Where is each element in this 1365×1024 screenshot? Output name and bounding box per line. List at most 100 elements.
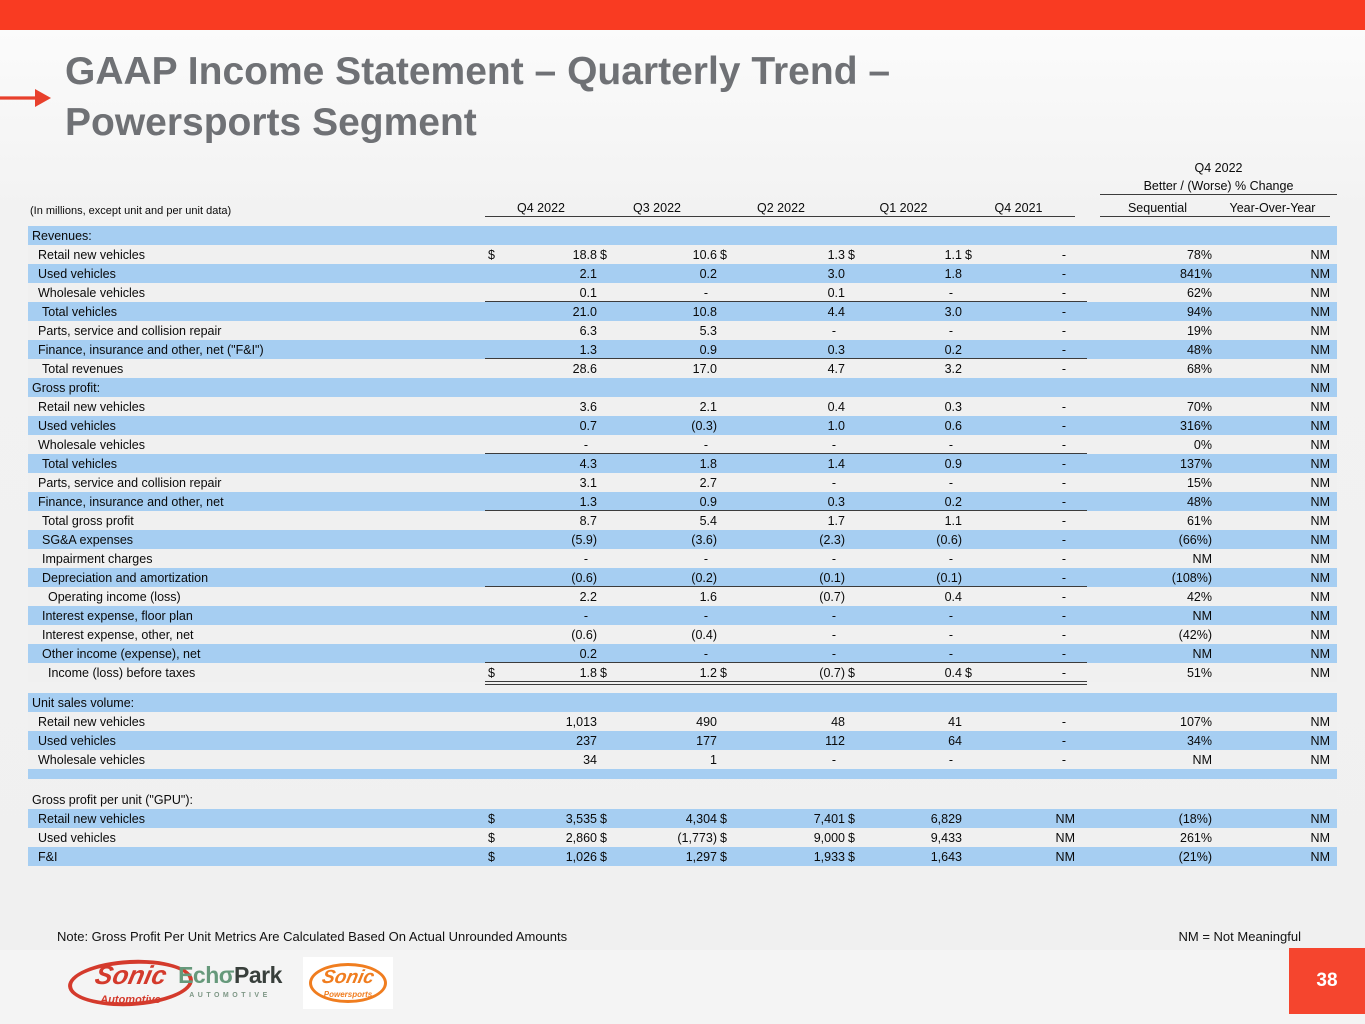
echopark-logo-text: EchσPark bbox=[178, 962, 282, 988]
row-label: Retail new vehicles bbox=[38, 399, 145, 414]
cell-value: (0.1) bbox=[819, 570, 845, 585]
table-row: Other income (expense), net 0.2 - - - - NM NM bbox=[28, 644, 1337, 663]
cell-value: - bbox=[948, 475, 953, 490]
table-section-row: Gross profit: NM bbox=[28, 378, 1337, 397]
cell-sequential: 94% bbox=[1186, 304, 1212, 319]
cell-value: 0.2 bbox=[699, 266, 717, 281]
cell-value: - bbox=[831, 627, 836, 642]
row-label: Other income (expense), net bbox=[42, 646, 201, 661]
cell-value: (0.2) bbox=[691, 570, 717, 585]
title-arrow-icon bbox=[0, 89, 51, 107]
cell-value: 21.0 bbox=[572, 304, 597, 319]
cell-value: 18.8 bbox=[572, 247, 597, 262]
col-header-q4-2021: Q4 2021 bbox=[962, 201, 1075, 217]
cell-year-over-year: NM bbox=[1310, 551, 1330, 566]
cell-value: 41 bbox=[948, 714, 962, 729]
table-row: Retail new vehicles 3.6 2.1 0.4 0.3 - 70% NM bbox=[28, 397, 1337, 416]
cell-value: (3.6) bbox=[691, 532, 717, 547]
row-label: Wholesale vehicles bbox=[38, 437, 145, 452]
cell-value: (0.3) bbox=[691, 418, 717, 433]
col-header-q1-2022: Q1 2022 bbox=[845, 201, 962, 217]
cell-value: 1.8 bbox=[944, 266, 962, 281]
cell-sequential: NM bbox=[1192, 608, 1212, 623]
cell-value: (2.3) bbox=[819, 532, 845, 547]
cell-value: (0.6) bbox=[936, 532, 962, 547]
cell-year-over-year: NM bbox=[1310, 342, 1330, 357]
col-header-q2-2022: Q2 2022 bbox=[717, 201, 845, 217]
cell-year-over-year: NM bbox=[1310, 513, 1330, 528]
currency-symbol: $ bbox=[488, 830, 495, 845]
row-label: Interest expense, floor plan bbox=[42, 608, 193, 623]
cell-sequential: 0% bbox=[1193, 437, 1212, 452]
cell-value: 1 bbox=[710, 752, 717, 767]
cell-value: - bbox=[703, 646, 708, 661]
table-row: Depreciation and amortization (0.6) (0.2) (… bbox=[28, 568, 1337, 587]
table-spacer bbox=[28, 779, 1337, 790]
cell-value: 1.1 bbox=[944, 247, 962, 262]
cell-value: 112 bbox=[825, 733, 845, 748]
row-label: Parts, service and collision repair bbox=[38, 475, 222, 490]
cell-value: 3.6 bbox=[579, 399, 597, 414]
cell-value: - bbox=[1061, 646, 1066, 661]
table-row: Impairment charges - - - - - NM NM bbox=[28, 549, 1337, 568]
cell-value: - bbox=[1061, 513, 1066, 528]
cell-value: - bbox=[1061, 570, 1066, 585]
cell-value: 2.1 bbox=[699, 399, 717, 414]
table-row: Total gross profit 8.7 5.4 1.7 1.1 - 61% NM bbox=[28, 511, 1337, 530]
cell-value: 0.1 bbox=[827, 285, 845, 300]
nm-legend: NM = Not Meaningful bbox=[1178, 929, 1301, 944]
underline-rule bbox=[485, 681, 1087, 685]
cell-sequential: NM bbox=[1192, 752, 1212, 767]
table-section-row: Gross profit per unit ("GPU"): bbox=[28, 790, 1337, 809]
cell-value: 6,829 bbox=[930, 811, 962, 826]
cell-year-over-year: NM bbox=[1310, 714, 1330, 729]
cell-value: - bbox=[831, 323, 836, 338]
cell-value: (0.4) bbox=[691, 627, 717, 642]
cell-value: 2.7 bbox=[699, 475, 717, 490]
table-row: Retail new vehicles $18.8 $10.6 $1.3 $1.1 $ -7… bbox=[28, 245, 1337, 264]
cell-value: - bbox=[1061, 665, 1066, 680]
cell-value: - bbox=[948, 323, 953, 338]
cell-sequential: 137% bbox=[1180, 456, 1212, 471]
cell-year-over-year: NM bbox=[1310, 665, 1330, 680]
cell-year-over-year: NM bbox=[1310, 304, 1330, 319]
row-label: Impairment charges bbox=[42, 551, 153, 566]
cell-value: 1.3 bbox=[827, 247, 845, 262]
cell-value: 0.9 bbox=[699, 494, 717, 509]
row-label: Revenues: bbox=[32, 228, 92, 243]
table-row: Total vehicles 21.0 10.8 4.4 3.0 - 94% NM bbox=[28, 302, 1337, 321]
cell-value: 0.4 bbox=[827, 399, 845, 414]
cell-value: 3.1 bbox=[579, 475, 597, 490]
currency-symbol: $ bbox=[600, 247, 607, 262]
row-label: Interest expense, other, net bbox=[42, 627, 194, 642]
currency-symbol: $ bbox=[600, 665, 607, 680]
sonic-logo-subtitle: Automotive bbox=[100, 994, 161, 1006]
cell-value: 1,013 bbox=[565, 714, 597, 729]
cell-value: - bbox=[1061, 399, 1066, 414]
row-label: Retail new vehicles bbox=[38, 811, 145, 826]
cell-value: NM bbox=[1055, 849, 1075, 864]
cell-value: 3,535 bbox=[565, 811, 597, 826]
table-row: Used vehicles 237 177 112 64 - 34% NM bbox=[28, 731, 1337, 750]
underline-rule bbox=[485, 358, 1087, 359]
cell-value: 0.2 bbox=[579, 646, 597, 661]
cell-value: - bbox=[1061, 418, 1066, 433]
underline-rule bbox=[485, 586, 1087, 587]
cell-value: - bbox=[1061, 714, 1066, 729]
table-row: SG&A expenses (5.9) (3.6) (2.3) (0.6) - (66%) N… bbox=[28, 530, 1337, 549]
cell-value: 8.7 bbox=[579, 513, 597, 528]
table-row: Income (loss) before taxes $1.8 $1.2 $ (0.7)… bbox=[28, 663, 1337, 685]
cell-sequential: (42%) bbox=[1178, 627, 1212, 642]
cell-value: - bbox=[831, 752, 836, 767]
cell-value: (0.1) bbox=[936, 570, 962, 585]
table-row: Interest expense, other, net (0.6) (0.4) - -… bbox=[28, 625, 1337, 644]
cell-value: 6.3 bbox=[579, 323, 597, 338]
cell-year-over-year: NM bbox=[1310, 437, 1330, 452]
cell-value: 9,000 bbox=[813, 830, 845, 845]
sonic-automotive-logo: Sonic Automotive bbox=[58, 956, 203, 1010]
cell-sequential: 316% bbox=[1180, 418, 1212, 433]
cell-value: - bbox=[948, 551, 953, 566]
cell-value: 0.4 bbox=[944, 589, 962, 604]
underline-rule bbox=[485, 301, 1087, 302]
